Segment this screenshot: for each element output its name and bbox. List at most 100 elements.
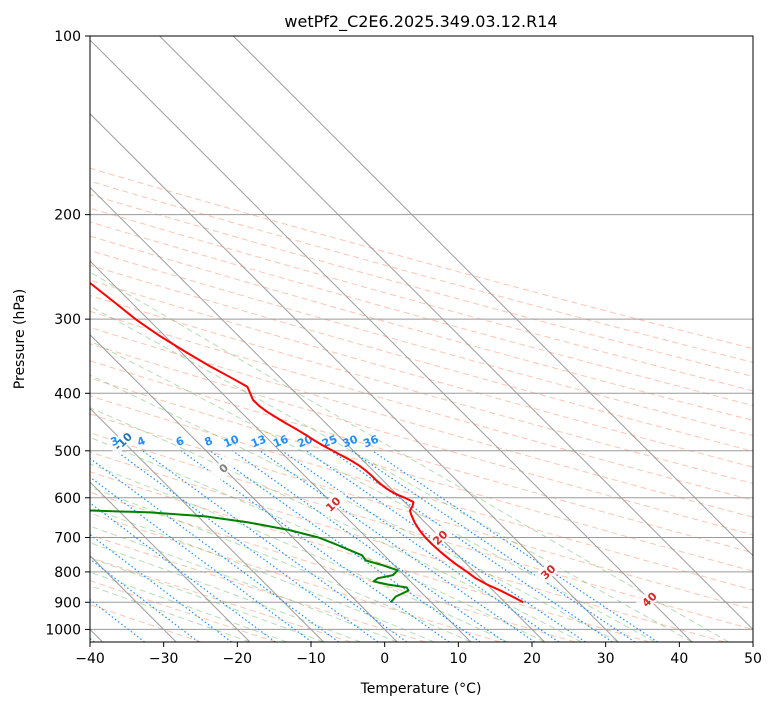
y-tick-label: 100 <box>54 29 81 45</box>
isotherm-label-bg <box>208 453 238 483</box>
y-tick-label: 400 <box>54 386 81 402</box>
dry-adiabat-line <box>90 413 753 610</box>
mixing-ratio-label: 8 <box>203 434 215 449</box>
isotherm-label-bg <box>533 557 563 586</box>
dry-adiabat-line <box>90 235 753 421</box>
isotherm-line <box>90 407 324 642</box>
y-tick-label: 700 <box>54 531 81 547</box>
temperature-profile-line <box>90 281 524 604</box>
dewpoint-profile-line <box>90 509 410 603</box>
dry-adiabat-line <box>90 432 753 630</box>
dry-adiabat-line <box>90 343 753 536</box>
isotherm-line <box>90 260 472 642</box>
isotherm-label: -20 <box>14 406 38 429</box>
plot-area: -100-90-80-70-60-50-40-30-20-10010203040… <box>11 36 753 642</box>
isotherms <box>90 36 753 642</box>
moist-adiabat-line <box>90 571 287 642</box>
isotherm-label-bg <box>107 426 138 456</box>
mixing-ratio-label: 4 <box>135 434 147 449</box>
dry-adiabat-line <box>90 534 426 642</box>
isotherm-label-bg <box>318 489 348 519</box>
y-tick-label: 900 <box>54 595 81 611</box>
mixing-ratio-line <box>90 476 313 642</box>
dry-adiabat-line <box>90 471 650 642</box>
dry-adiabat-line <box>90 377 753 572</box>
dry-adiabat-line <box>90 180 753 363</box>
x-tick-label: −10 <box>296 651 326 667</box>
moist-adiabat-line <box>90 374 619 642</box>
moist-adiabat-line <box>90 463 508 642</box>
y-tick-label: 1000 <box>45 622 81 638</box>
mixing-ratio-line <box>259 450 536 642</box>
mixing-ratio-line <box>181 450 450 642</box>
dry-adiabat-line <box>90 264 753 452</box>
isotherm-line <box>159 36 753 631</box>
dry-adiabat-line <box>90 512 501 642</box>
x-tick-label: 30 <box>597 651 615 667</box>
dry-adiabat-line <box>90 207 753 392</box>
dry-adiabat-line <box>90 194 753 378</box>
mixing-ratio-line <box>305 450 586 642</box>
moist-adiabat-line <box>90 507 435 642</box>
mixing-ratio-line <box>371 450 659 642</box>
mixing-ratio-line <box>90 533 232 642</box>
moist-adiabat-line <box>90 486 472 642</box>
mixing-ratio-line <box>209 450 481 642</box>
moist-adiabat-line <box>90 340 656 642</box>
x-tick-label: −40 <box>75 651 105 667</box>
y-axis: 100 200 300 400 500 600 700 800 900 1000 <box>45 29 90 638</box>
isotherm-line <box>90 39 693 642</box>
moist-adiabat-line <box>90 585 251 642</box>
moist-adiabat-line <box>90 271 729 642</box>
y-axis-label: Pressure (hPa) <box>12 289 28 389</box>
mixing-ratio-lines <box>90 450 659 642</box>
dry-adiabat-line <box>90 279 753 468</box>
mixing-ratio-label: 36 <box>361 433 380 451</box>
mixing-ratio-label: 16 <box>271 433 290 451</box>
isotherm-label-bg <box>11 403 40 432</box>
mixing-ratio-line <box>90 502 276 642</box>
isotherm-line <box>232 36 753 557</box>
dry-adiabat-line <box>90 221 753 407</box>
y-tick-label: 300 <box>54 312 81 328</box>
mixing-ratio-line <box>90 558 199 642</box>
dry-adiabat-line <box>90 451 725 642</box>
dry-adiabat-line <box>90 310 753 501</box>
mixing-ratio-line <box>90 457 339 642</box>
dry-adiabat-line <box>90 295 753 485</box>
mixing-ratio-line <box>142 450 408 642</box>
y-tick-label: 600 <box>54 491 81 507</box>
x-tick-label: 40 <box>670 651 688 667</box>
mixing-ratio-line <box>351 450 636 642</box>
moist-adiabat-line <box>90 436 545 642</box>
pressure-gridlines <box>90 36 753 630</box>
x-tick-label: 50 <box>744 651 762 667</box>
dry-adiabat-line <box>90 556 351 642</box>
y-tick-label: 200 <box>54 208 81 224</box>
mixing-ratio-label: 1 <box>14 434 26 449</box>
moist-adiabat-line <box>90 525 398 642</box>
mixing-ratio-label: 30 <box>341 433 360 451</box>
moist-adiabat-line <box>90 407 582 642</box>
mixing-ratio-label: 3 <box>109 434 121 449</box>
x-tick-label: −30 <box>149 651 179 667</box>
x-tick-label: −20 <box>223 651 253 667</box>
dry-adiabats <box>90 167 753 642</box>
y-tick-label: 800 <box>54 565 81 581</box>
profile-series <box>90 281 524 604</box>
isotherm-line <box>90 334 398 642</box>
x-tick-label: 0 <box>380 651 389 667</box>
x-axis: −40 −30 −20 −10 0 10 20 30 40 50 <box>75 642 762 667</box>
isotherm-line <box>90 481 251 642</box>
x-tick-label: 10 <box>449 651 467 667</box>
dry-adiabat-line <box>90 603 202 642</box>
dry-adiabat-line <box>90 249 753 437</box>
x-tick-label: 20 <box>523 651 541 667</box>
dry-adiabat-line <box>90 360 753 554</box>
mixing-ratio-line <box>330 450 613 642</box>
plot-frame <box>89 35 754 643</box>
mixing-ratio-label: 10 <box>222 433 241 451</box>
